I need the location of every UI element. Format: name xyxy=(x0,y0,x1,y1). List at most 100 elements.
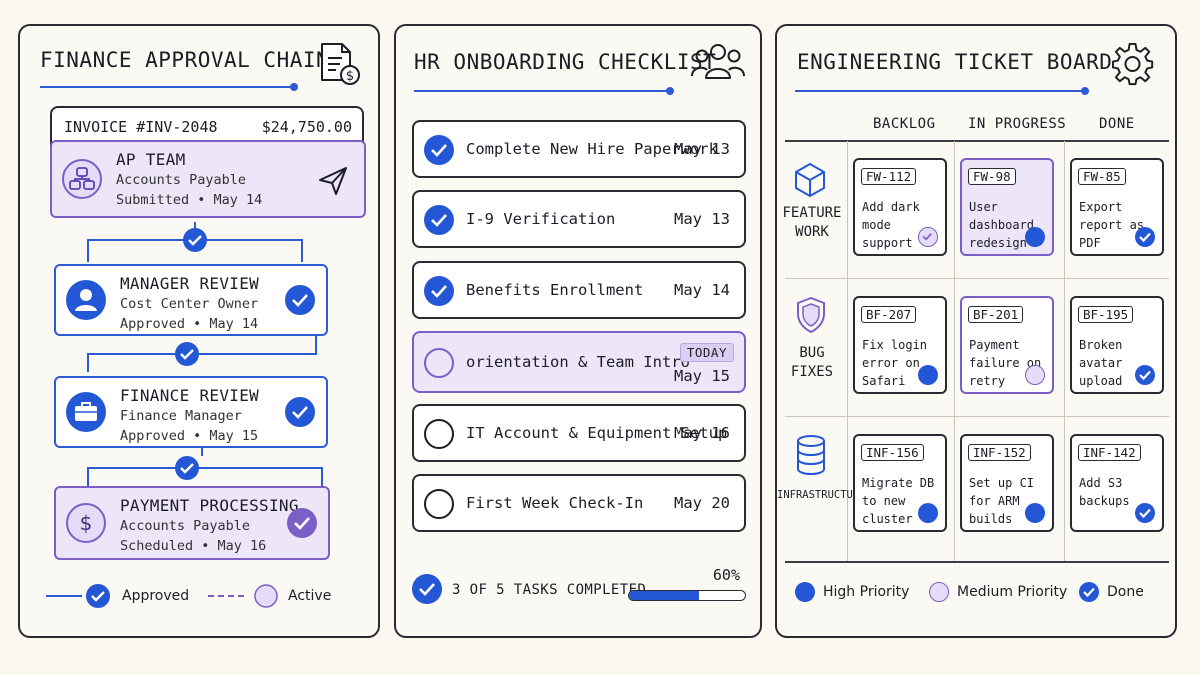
send-icon[interactable] xyxy=(316,164,350,198)
approval-step-manager-review[interactable]: MANAGER REVIEW Cost Center Owner Approve… xyxy=(54,264,328,336)
task-item-it-setup[interactable]: IT Account & Equipment Setup May 16 xyxy=(412,404,746,462)
legend-done: Done xyxy=(1079,582,1144,602)
finance-approval-panel: FINANCE APPROVAL CHAIN $ INVOICE #INV-20… xyxy=(18,24,380,638)
ticket-card[interactable]: FW-98 User dashboard redesign xyxy=(960,158,1054,256)
row-label-line: INFRASTRUCTURE xyxy=(777,489,866,501)
task-date: May 16 xyxy=(674,424,730,442)
row-divider xyxy=(785,278,1169,279)
ticket-title: Migrate DB to new cluster xyxy=(862,476,935,526)
task-item-orientation[interactable]: orientation & Team Intro TODAY May 15 xyxy=(412,331,746,393)
ticket-title: User dashboard redesign xyxy=(969,200,1035,250)
row-label-line: BUG xyxy=(799,345,825,361)
task-label: First Week Check-In xyxy=(466,494,644,512)
chain-connector xyxy=(87,222,303,262)
hr-onboarding-panel: HR ONBOARDING CHECKLIST Complete New Hir… xyxy=(394,24,762,638)
ticket-card[interactable]: FW-112 Add dark mode support xyxy=(853,158,947,256)
column-header-backlog: BACKLOG xyxy=(873,116,936,132)
progress-bar-fill xyxy=(629,591,699,600)
unchecked-checkbox[interactable] xyxy=(424,419,454,449)
high-priority-dot xyxy=(1025,503,1045,523)
row-label-infrastructure: INFRASTRUCTURE xyxy=(777,486,866,505)
task-label: Complete New Hire Paperwork xyxy=(466,140,718,158)
ticket-id: INF-152 xyxy=(968,444,1031,461)
row-label-line: FIXES xyxy=(790,364,834,380)
ticket-card[interactable]: BF-207 Fix login error on Safari xyxy=(853,296,947,394)
legend-approved: Approved xyxy=(46,582,189,610)
column-divider xyxy=(847,141,848,561)
ticket-card[interactable]: FW-85 Export report as PDF xyxy=(1070,158,1164,256)
ticket-card[interactable]: INF-142 Add S3 backups xyxy=(1070,434,1164,532)
briefcase-icon xyxy=(66,392,106,432)
high-priority-dot xyxy=(1025,227,1045,247)
eng-title-underline xyxy=(795,87,1089,95)
ticket-card[interactable]: INF-156 Migrate DB to new cluster xyxy=(853,434,947,532)
task-item-paperwork[interactable]: Complete New Hire Paperwork May 13 xyxy=(412,120,746,178)
legend-active: Active xyxy=(208,582,331,610)
done-check-icon xyxy=(1135,503,1155,523)
step-name: AP TEAM xyxy=(116,150,186,169)
document-dollar-icon: $ xyxy=(321,43,360,85)
ticket-id: FW-98 xyxy=(968,168,1016,185)
checked-checkbox[interactable] xyxy=(424,205,454,235)
task-date: May 14 xyxy=(674,281,730,299)
high-priority-dot xyxy=(918,365,938,385)
hr-title-underline xyxy=(414,87,674,95)
approval-step-ap-team[interactable]: AP TEAM Accounts Payable Submitted • May… xyxy=(50,140,366,218)
unchecked-checkbox[interactable] xyxy=(424,348,454,378)
column-divider xyxy=(954,141,955,561)
task-label: Benefits Enrollment xyxy=(466,281,644,299)
legend-high-priority: High Priority xyxy=(795,582,909,602)
row-label-bug-fixes: BUG FIXES xyxy=(781,344,843,382)
task-date: May 15 xyxy=(674,367,730,385)
approval-step-payment-processing[interactable]: $ PAYMENT PROCESSING Accounts Payable Sc… xyxy=(54,486,330,560)
engineering-ticket-panel: ENGINEERING TICKET BOARD BACKLOG IN PROG… xyxy=(775,24,1177,638)
hr-panel-title: HR ONBOARDING CHECKLIST xyxy=(414,50,717,74)
progress-percent: 60% xyxy=(712,566,740,584)
ticket-title: Broken avatar upload xyxy=(1079,338,1123,388)
legend-high-label: High Priority xyxy=(823,584,910,600)
ticket-title: Add S3 backups xyxy=(1079,476,1130,508)
legend-medium-label: Medium Priority xyxy=(957,584,1068,600)
ticket-card[interactable]: BF-201 Payment failure on retry xyxy=(960,296,1054,394)
checked-checkbox[interactable] xyxy=(424,135,454,165)
step-role: Accounts Payable xyxy=(120,518,251,534)
step-status: Approved • May 15 xyxy=(120,428,259,444)
team-icon xyxy=(62,159,102,199)
ticket-id: INF-142 xyxy=(1078,444,1141,461)
unchecked-checkbox[interactable] xyxy=(424,489,454,519)
progress-summary: 3 OF 5 TASKS COMPLETED 60% xyxy=(412,566,746,608)
column-header-in-progress: IN PROGRESS xyxy=(968,116,1067,132)
check-circle-icon xyxy=(285,397,315,427)
checked-checkbox[interactable] xyxy=(424,276,454,306)
task-item-i9[interactable]: I-9 Verification May 13 xyxy=(412,190,746,248)
ticket-id: BF-195 xyxy=(1078,306,1134,323)
ticket-id: INF-156 xyxy=(861,444,924,461)
ticket-card[interactable]: INF-152 Set up CI for ARM builds xyxy=(960,434,1054,532)
done-check-icon xyxy=(1135,227,1155,247)
step-status: Scheduled • May 16 xyxy=(120,538,267,554)
done-check-icon xyxy=(1079,582,1099,602)
ticket-title: Export report as PDF xyxy=(1079,200,1145,250)
ticket-card[interactable]: BF-195 Broken avatar upload xyxy=(1070,296,1164,394)
legend-approved-label: Approved xyxy=(122,588,190,604)
approved-legend-icon xyxy=(46,584,110,608)
ticket-title: Set up CI for ARM builds xyxy=(969,476,1035,526)
header-divider xyxy=(785,140,1169,142)
task-item-benefits[interactable]: Benefits Enrollment May 14 xyxy=(412,261,746,319)
svg-text:$: $ xyxy=(80,511,93,535)
medium-priority-dot xyxy=(929,582,949,602)
column-divider xyxy=(1064,141,1065,561)
today-badge: TODAY xyxy=(679,343,734,362)
ticket-id: BF-207 xyxy=(861,306,917,323)
people-icon xyxy=(691,44,745,79)
step-role: Cost Center Owner xyxy=(120,296,259,312)
approval-step-finance-review[interactable]: FINANCE REVIEW Finance Manager Approved … xyxy=(54,376,328,448)
task-item-check-in[interactable]: First Week Check-In May 20 xyxy=(412,474,746,532)
legend-done-label: Done xyxy=(1107,584,1144,600)
ticket-title: Fix login error on Safari xyxy=(862,338,928,388)
gear-icon[interactable] xyxy=(1111,42,1155,86)
step-status: Submitted • May 14 xyxy=(116,192,263,208)
active-legend-icon xyxy=(208,584,278,608)
check-circle-icon xyxy=(287,508,317,538)
task-label: IT Account & Equipment Setup xyxy=(466,424,728,442)
